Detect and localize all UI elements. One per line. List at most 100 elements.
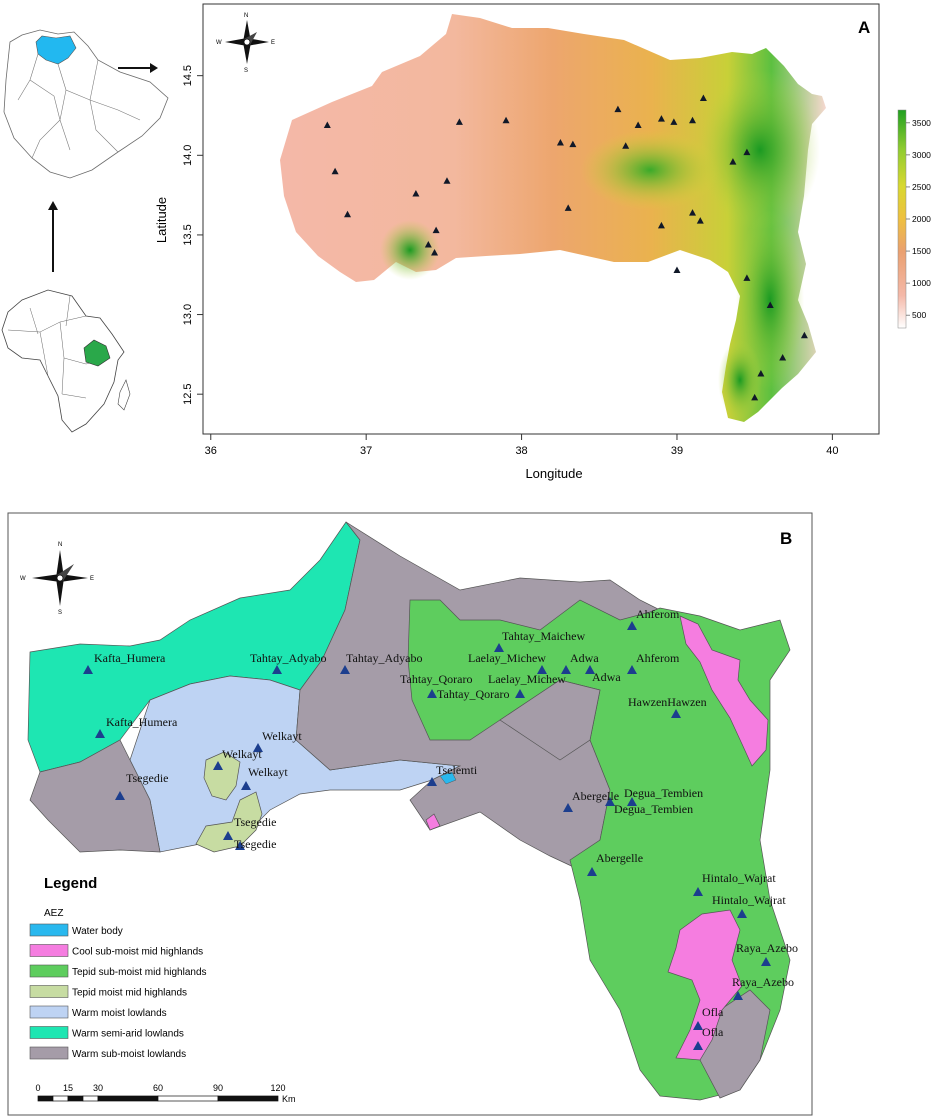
legend-label: Tepid sub-moist mid highlands <box>72 967 207 978</box>
zone-cool-submoist-north <box>679 615 769 767</box>
compass-a-w: W <box>216 40 222 46</box>
legend-label: Water body <box>72 926 123 937</box>
aez-station-marker <box>241 781 251 790</box>
y-tick-label: 14.5 <box>182 65 194 86</box>
station-markers-b <box>83 621 771 1050</box>
station-label: Tahtay_Qoraro <box>400 672 472 686</box>
legend-swatch <box>29 985 69 998</box>
station-marker <box>696 217 704 224</box>
station-marker <box>699 94 707 101</box>
station-marker <box>622 142 630 149</box>
station-marker <box>331 167 339 175</box>
station-label: Hintalo_Wajrat <box>712 893 786 907</box>
station-label: Welkayt <box>222 747 262 761</box>
station-label: Tahtay_Qoraro <box>437 687 509 701</box>
aez-station-marker <box>223 831 233 840</box>
compass-rose-b: N E S W <box>20 542 94 616</box>
africa-inset-map <box>1 289 131 433</box>
aez-station-marker <box>427 777 437 786</box>
x-axis-title: Longitude <box>525 466 582 481</box>
station-marker <box>502 116 510 124</box>
panel-a-label: A <box>858 18 870 37</box>
colorbar-tick-label: 3000 <box>912 150 931 160</box>
station-marker <box>689 209 697 216</box>
legend-label: Warm moist lowlands <box>72 1008 167 1019</box>
zone-cool-submoist-south <box>667 909 743 1061</box>
legend-swatch <box>29 923 69 937</box>
x-tick-label: 40 <box>826 445 838 457</box>
legend-title: Legend <box>44 875 97 892</box>
aez-station-marker <box>733 991 743 1000</box>
tigray-highlight <box>35 35 77 65</box>
station-marker <box>323 121 331 129</box>
station-label: HawzenHawzen <box>628 695 707 709</box>
legend-label: Warm sub-moist lowlands <box>72 1049 186 1060</box>
station-marker <box>673 266 681 273</box>
legend-label: Cool sub-moist mid highlands <box>72 947 203 958</box>
y-tick-label: 13.0 <box>182 304 194 325</box>
inset-arrow-up <box>48 201 58 272</box>
colorbar-tick-label: 3500 <box>912 118 931 128</box>
station-label: Tahtay_Adyabo <box>346 651 422 665</box>
station-label: Raya_Azebo <box>732 975 794 989</box>
y-tick-label: 12.5 <box>182 383 194 404</box>
ethiopia-highlight <box>83 339 111 367</box>
station-marker <box>757 369 765 377</box>
station-marker <box>455 118 463 125</box>
x-tick-label: 39 <box>671 445 683 457</box>
aez-station-marker <box>671 709 681 718</box>
station-label: Tahtay_Maichew <box>502 629 585 643</box>
zone-cool-submoist-small <box>425 813 441 831</box>
legend-swatch <box>29 1026 69 1039</box>
scale-segment <box>217 1095 279 1102</box>
aez-station-marker <box>693 1041 703 1050</box>
y-axis-title: Latitude <box>154 197 169 243</box>
colorbar-tick-label: 2000 <box>912 214 931 224</box>
y-tick-label: 14.0 <box>182 145 194 166</box>
aez-station-marker <box>585 665 595 674</box>
legend-swatch <box>29 1046 69 1060</box>
aez-map-panel: B N E S W <box>7 512 813 1116</box>
aez-station-marker <box>761 957 771 966</box>
scale-label: 90 <box>213 1083 223 1093</box>
colorbar-tick-label: 500 <box>912 310 926 320</box>
aez-station-marker <box>627 621 637 630</box>
aez-station-marker <box>627 665 637 674</box>
zone-water-body <box>439 771 457 785</box>
ethiopia-inset-map <box>3 29 169 179</box>
station-labels-b: Kafta_Humera Tahtay_Adyabo Tahtay_Adyabo Ta… <box>94 607 798 1039</box>
aez-station-marker <box>213 761 223 770</box>
legend-label: Warm semi-arid lowlands <box>72 1029 184 1040</box>
legend-swatch <box>29 944 69 957</box>
elevation-map-panel: A N E S W 36 37 38 39 40 12.513.013.514.014 <box>154 3 931 481</box>
aez-station-marker <box>95 729 105 738</box>
station-marker <box>729 158 737 165</box>
station-marker <box>800 331 808 339</box>
scale-bar: 0 15 30 60 90 120 Km <box>35 1083 295 1104</box>
station-marker <box>689 116 697 124</box>
station-label: Abergelle <box>596 851 643 865</box>
station-marker <box>751 393 759 401</box>
station-label: Laelay_Michew <box>468 651 546 665</box>
zone-tepid-moist-1 <box>203 751 241 801</box>
aez-station-marker <box>253 743 263 752</box>
aez-station-marker <box>693 887 703 896</box>
aez-station-marker <box>427 689 437 698</box>
compass-b-s: S <box>58 610 62 616</box>
scale-label: 60 <box>153 1083 163 1093</box>
station-marker <box>670 118 678 125</box>
compass-b-e: E <box>90 576 94 582</box>
station-label: Hintalo_Wajrat <box>702 871 776 885</box>
scale-segment <box>52 1095 69 1102</box>
aez-station-marker <box>115 791 125 800</box>
scale-segment <box>157 1095 219 1102</box>
station-marker <box>657 221 665 229</box>
aez-station-marker <box>563 803 573 812</box>
elevation-colorbar: 3500 3000 2500 2000 1500 1000 500 <box>897 109 931 329</box>
station-label: Raya_Azebo <box>736 941 798 955</box>
station-marker <box>657 115 665 122</box>
scale-segment <box>67 1095 84 1102</box>
station-label: Tsegedie <box>126 771 168 785</box>
station-marker <box>424 240 432 248</box>
